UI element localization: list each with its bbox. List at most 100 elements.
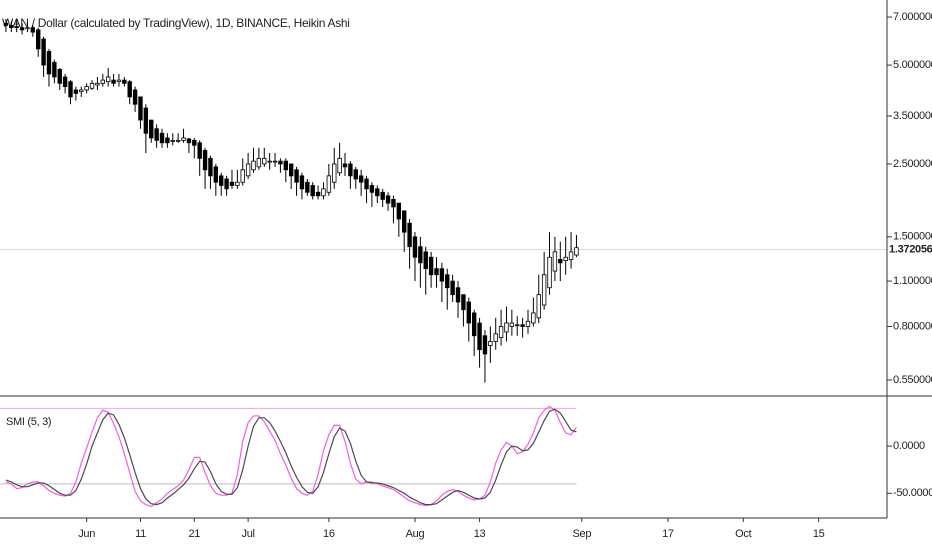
candle-body — [267, 160, 272, 163]
candle-body — [493, 333, 498, 342]
y-tick-label: 2.50000000 — [893, 158, 932, 170]
candle-body — [229, 181, 235, 186]
candle-body — [337, 157, 342, 174]
candle-body — [46, 51, 52, 75]
y-tick-label: 5.00000000 — [893, 59, 932, 71]
candle-body — [19, 27, 25, 31]
candle-body — [127, 81, 132, 98]
x-tick-label: 21 — [188, 528, 200, 540]
candle-body — [461, 294, 466, 311]
candle-body — [41, 38, 46, 66]
candle-body — [25, 27, 30, 30]
candle-body — [272, 160, 278, 163]
y-tick-label: 1.10000000 — [893, 275, 932, 287]
candle-body — [143, 107, 149, 134]
candle-body — [455, 287, 461, 303]
candle-body — [353, 169, 358, 180]
candle-body — [547, 256, 552, 289]
candle-body — [122, 79, 127, 84]
candle-body — [14, 26, 19, 29]
candle-body — [482, 335, 488, 355]
candle-body — [504, 322, 509, 333]
candle-body — [375, 188, 380, 197]
y-tick-label: -50.0000 — [893, 487, 932, 499]
candle-body — [391, 199, 396, 208]
x-tick-label: 15 — [813, 528, 825, 540]
candle-body — [57, 69, 62, 84]
candle-body — [105, 76, 111, 83]
y-tick-label: 3.50000000 — [893, 110, 932, 122]
candle-body — [563, 256, 568, 261]
candle-body — [466, 301, 471, 324]
candle-body — [558, 259, 563, 264]
candle-body — [262, 157, 267, 165]
x-tick-label: Sep — [572, 528, 591, 540]
candle-body — [95, 82, 100, 86]
candle-body — [240, 169, 245, 183]
candle-body — [358, 175, 364, 183]
candle-body — [100, 79, 106, 84]
candle-body — [445, 274, 450, 289]
candle-body — [138, 96, 143, 121]
candle-body — [332, 163, 337, 183]
candle-body — [412, 236, 418, 258]
candle-body — [520, 324, 525, 327]
candle-body — [536, 294, 541, 319]
candle-body — [3, 22, 9, 26]
candle-body — [219, 175, 224, 186]
candle-body — [132, 89, 138, 105]
chart-title: WAN / Dollar (calculated by TradingView)… — [2, 16, 350, 30]
candle-body — [235, 181, 240, 186]
candle-body — [165, 137, 170, 144]
candle-body — [488, 341, 493, 346]
candle-body — [245, 163, 251, 177]
candle-body — [385, 195, 391, 204]
candle-body — [348, 163, 353, 177]
candle-body — [149, 119, 154, 139]
candle-body — [192, 139, 197, 146]
y-tick-label: 0.55000000 — [893, 374, 932, 386]
candle-body — [552, 251, 558, 272]
candle-body — [170, 139, 175, 142]
candle-body — [84, 86, 89, 91]
candle-body — [369, 185, 375, 193]
candle-body — [439, 268, 445, 282]
candle-body — [213, 166, 219, 183]
y-tick-label: 1.50000000 — [893, 231, 932, 243]
candle-body — [471, 312, 477, 337]
candle-body — [498, 326, 504, 339]
x-tick-label: 11 — [135, 528, 146, 540]
x-tick-label: Oct — [735, 528, 751, 540]
candle-body — [186, 138, 192, 144]
candle-body — [321, 188, 326, 197]
last-price-label: 1.37205626 — [889, 243, 932, 255]
x-tick-label: Jul — [242, 528, 255, 540]
candle-body — [52, 61, 57, 78]
x-tick-label: 13 — [474, 528, 486, 540]
x-tick-label: 16 — [323, 528, 335, 540]
candle-body — [574, 247, 579, 256]
candle-body — [364, 178, 369, 190]
candle-body — [62, 76, 68, 87]
candle-body — [531, 312, 536, 324]
candle-body — [278, 160, 283, 165]
candle-body — [181, 137, 186, 141]
candle-body — [294, 169, 299, 183]
indicator-title: SMI (5, 3) — [6, 416, 51, 428]
candle-body — [159, 132, 165, 144]
candle-body — [342, 163, 348, 168]
candle-body — [79, 89, 84, 93]
candle-body — [568, 251, 574, 260]
candle-body — [36, 29, 41, 50]
candle-body — [477, 322, 482, 351]
candle-body — [89, 82, 95, 89]
candle-body — [423, 251, 428, 270]
candle-body — [509, 322, 515, 327]
candle-body — [9, 25, 14, 29]
candle-body — [515, 324, 520, 327]
candle-body — [407, 222, 412, 248]
candle-body — [208, 157, 213, 177]
x-tick-label: 17 — [662, 528, 674, 540]
